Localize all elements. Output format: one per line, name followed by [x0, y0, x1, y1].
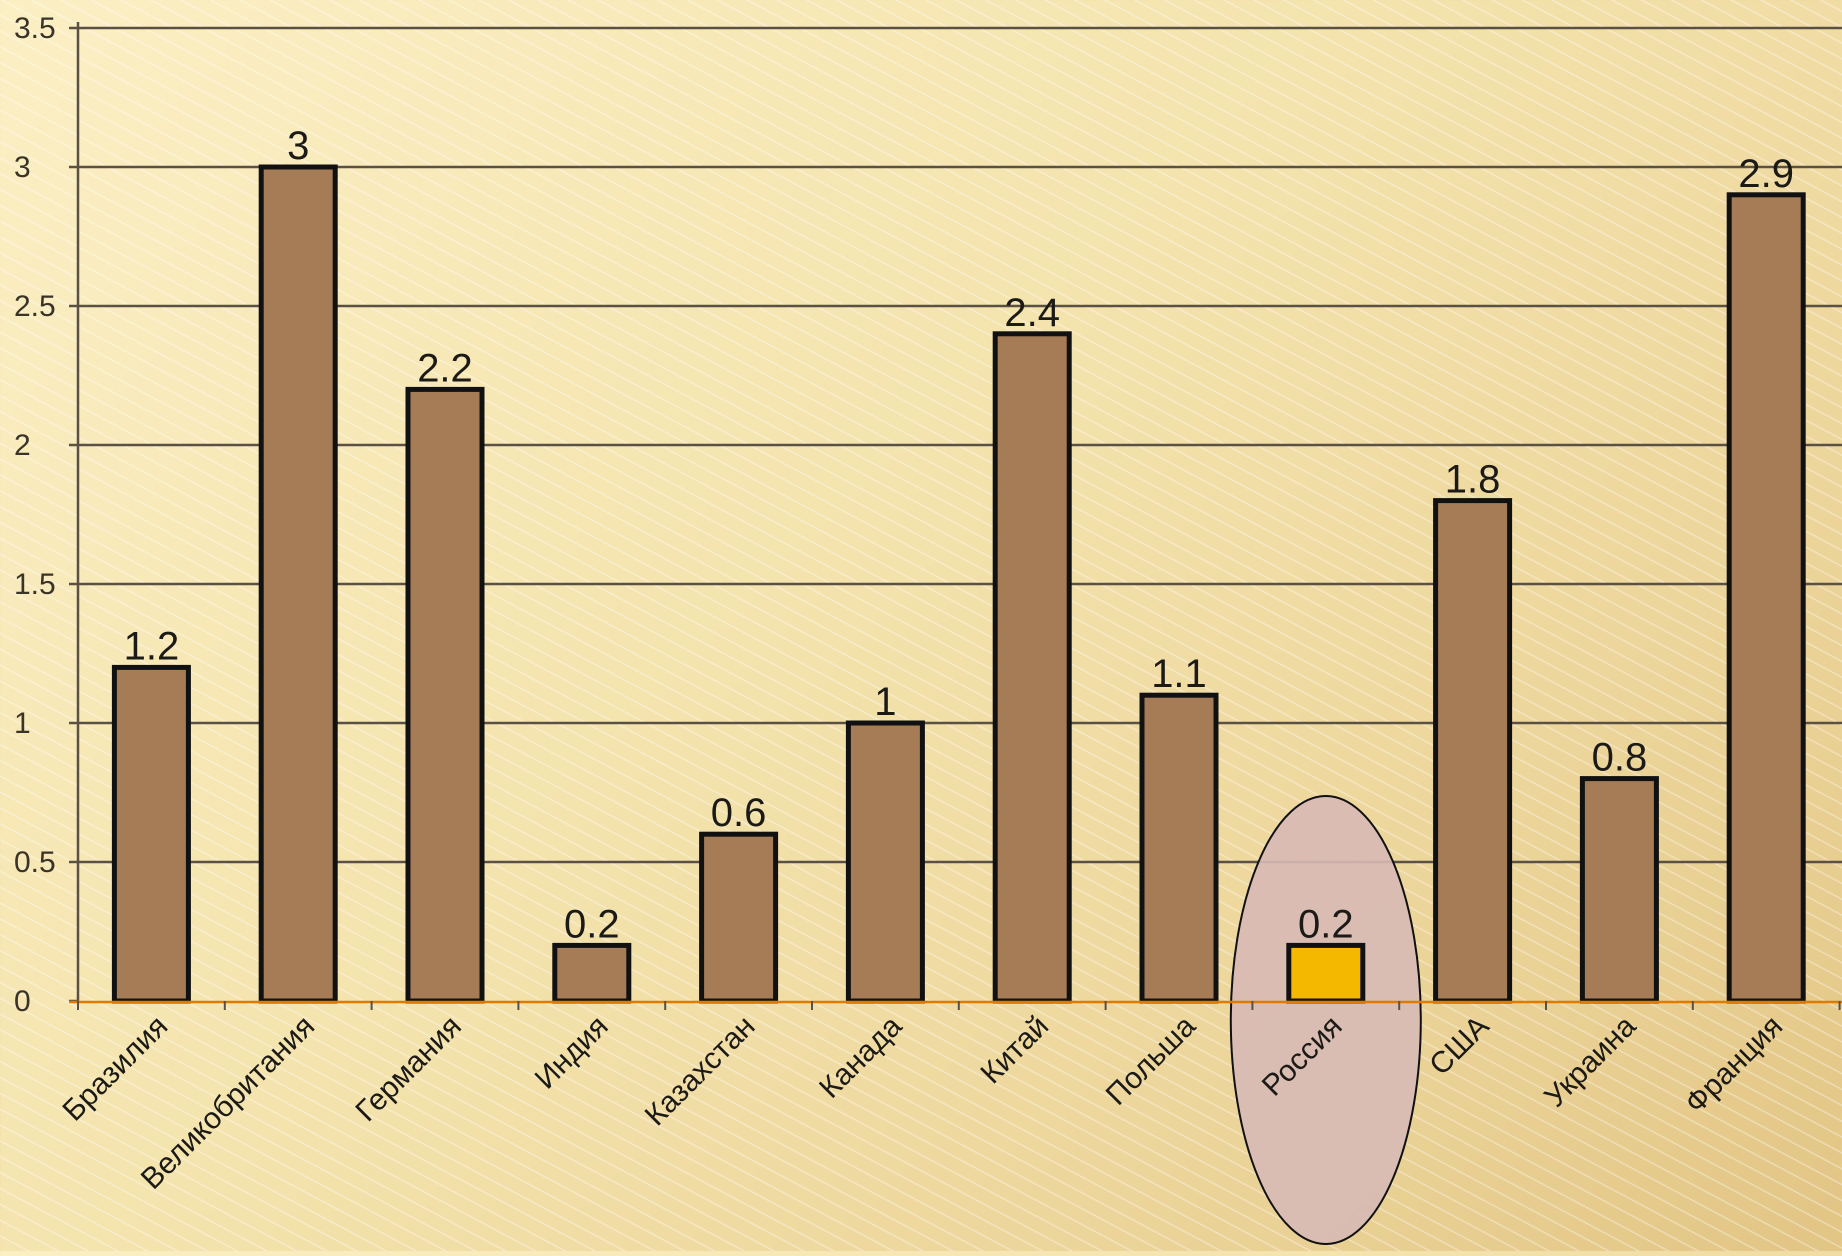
bar-Украина	[1579, 776, 1659, 1004]
y-tick-label: 0.5	[14, 846, 56, 879]
data-label: 1.2	[124, 624, 180, 668]
y-tick-label: 2.5	[14, 290, 56, 323]
data-label: 2.9	[1738, 152, 1794, 196]
y-tick-label: 1	[14, 707, 31, 740]
bar-Индия	[552, 942, 632, 1004]
data-label: 3	[287, 124, 309, 168]
bar-Франция	[1726, 192, 1806, 1004]
bar-США	[1433, 498, 1513, 1004]
highlight-layer	[1229, 795, 1422, 1245]
data-labels: 1.2 3 2.2 0.2 0.6 1 2.4 1.1 0.2 1.8 0.8 2.9	[124, 124, 1794, 946]
bar-Германия	[405, 386, 485, 1004]
bar-Канада	[845, 720, 925, 1004]
bar-Бразилия	[111, 664, 191, 1004]
data-label: 1.1	[1151, 652, 1207, 696]
y-axis-ticks: 0 0.5 1 1.5 2 2.5 3 3.5	[14, 12, 78, 1018]
data-label: 2.4	[1004, 291, 1060, 335]
bars	[111, 164, 1806, 1004]
data-label: 0.6	[711, 791, 767, 835]
data-label: 2.2	[417, 346, 473, 390]
bar-Великобритания	[258, 164, 338, 1004]
y-tick-label: 0	[14, 985, 31, 1018]
data-label: 0.2	[1298, 902, 1354, 946]
bar-Россия	[1286, 942, 1366, 1004]
data-label: 1	[874, 680, 896, 724]
axes	[69, 22, 1842, 1010]
y-tick-label: 1.5	[14, 568, 56, 601]
data-label: 0.8	[1592, 736, 1648, 780]
gridlines	[78, 26, 1842, 864]
highlight-ellipse	[1229, 795, 1422, 1245]
data-label: 0.2	[564, 902, 620, 946]
data-label: 1.8	[1445, 458, 1501, 502]
y-tick-label: 2	[14, 429, 31, 462]
y-tick-label: 3.5	[14, 12, 56, 45]
y-tick-label: 3	[14, 151, 31, 184]
bar-Китай	[992, 331, 1072, 1004]
bar-Казахстан	[699, 831, 779, 1004]
bar-Польша	[1139, 692, 1219, 1004]
